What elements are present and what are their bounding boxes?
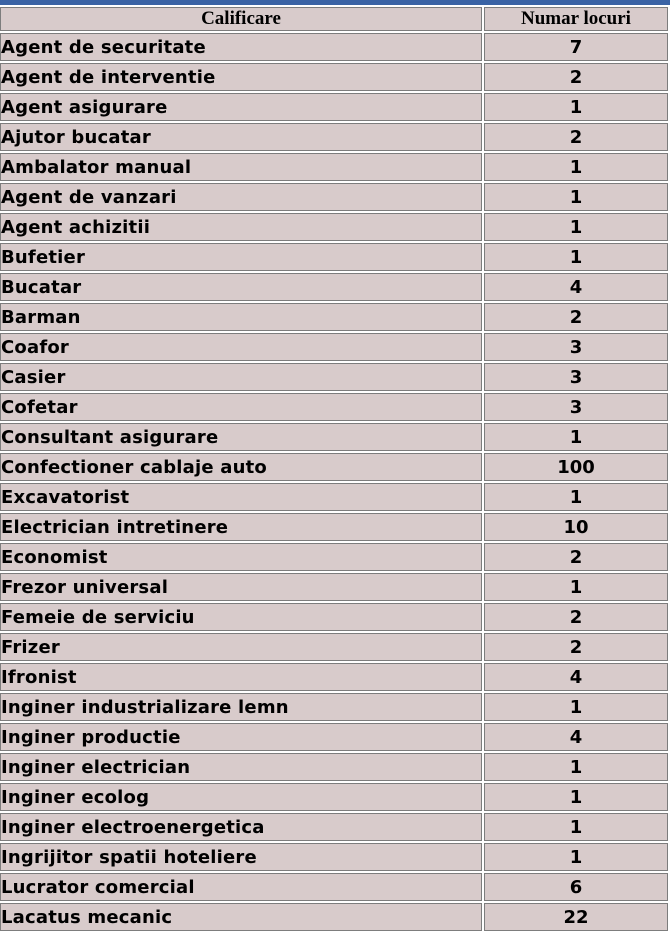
qualification-cell: Inginer industrializare lemn	[0, 693, 482, 721]
table-row: Bucatar 4	[0, 273, 668, 301]
qualification-cell: Agent asigurare	[0, 93, 482, 121]
table-row: Confectioner cablaje auto 100	[0, 453, 668, 481]
jobs-table-body: Agent de securitate 7 Agent de intervent…	[0, 33, 668, 931]
table-row: Agent de interventie 2	[0, 63, 668, 91]
qualification-cell: Confectioner cablaje auto	[0, 453, 482, 481]
count-cell: 1	[484, 153, 668, 181]
table-row: Femeie de serviciu 2	[0, 603, 668, 631]
qualification-cell: Economist	[0, 543, 482, 571]
qualification-cell: Frizer	[0, 633, 482, 661]
qualification-cell: Agent de interventie	[0, 63, 482, 91]
table-row: Agent asigurare 1	[0, 93, 668, 121]
count-cell: 2	[484, 123, 668, 151]
table-row: Inginer electrician 1	[0, 753, 668, 781]
table-row: Inginer ecolog 1	[0, 783, 668, 811]
count-cell: 2	[484, 633, 668, 661]
count-cell: 1	[484, 243, 668, 271]
table-row: Inginer electroenergetica 1	[0, 813, 668, 841]
top-accent-bar	[0, 0, 670, 5]
jobs-table: Calificare Numar locuri Agent de securit…	[0, 5, 670, 933]
qualification-cell: Inginer electroenergetica	[0, 813, 482, 841]
qualification-cell: Inginer electrician	[0, 753, 482, 781]
count-cell: 1	[484, 183, 668, 211]
count-cell: 4	[484, 663, 668, 691]
qualification-cell: Agent achizitii	[0, 213, 482, 241]
count-cell: 2	[484, 543, 668, 571]
qualification-cell: Casier	[0, 363, 482, 391]
qualification-cell: Lucrator comercial	[0, 873, 482, 901]
table-row: Bufetier 1	[0, 243, 668, 271]
column-header-numar-locuri: Numar locuri	[484, 7, 668, 31]
count-cell: 10	[484, 513, 668, 541]
table-row: Casier 3	[0, 363, 668, 391]
count-cell: 1	[484, 483, 668, 511]
table-row: Coafor 3	[0, 333, 668, 361]
qualification-cell: Consultant asigurare	[0, 423, 482, 451]
count-cell: 1	[484, 813, 668, 841]
count-cell: 1	[484, 213, 668, 241]
qualification-cell: Electrician intretinere	[0, 513, 482, 541]
qualification-cell: Inginer productie	[0, 723, 482, 751]
count-cell: 2	[484, 303, 668, 331]
count-cell: 1	[484, 423, 668, 451]
count-cell: 2	[484, 603, 668, 631]
qualification-cell: Barman	[0, 303, 482, 331]
qualification-cell: Frezor universal	[0, 573, 482, 601]
table-row: Ingrijitor spatii hoteliere 1	[0, 843, 668, 871]
qualification-cell: Cofetar	[0, 393, 482, 421]
count-cell: 1	[484, 93, 668, 121]
qualification-cell: Lacatus mecanic	[0, 903, 482, 931]
qualification-cell: Inginer ecolog	[0, 783, 482, 811]
count-cell: 2	[484, 63, 668, 91]
qualification-cell: Agent de vanzari	[0, 183, 482, 211]
qualification-cell: Ifronist	[0, 663, 482, 691]
qualification-cell: Coafor	[0, 333, 482, 361]
count-cell: 100	[484, 453, 668, 481]
table-row: Agent de securitate 7	[0, 33, 668, 61]
qualification-cell: Bufetier	[0, 243, 482, 271]
qualification-cell: Femeie de serviciu	[0, 603, 482, 631]
table-row: Agent achizitii 1	[0, 213, 668, 241]
table-row: Electrician intretinere 10	[0, 513, 668, 541]
table-row: Economist 2	[0, 543, 668, 571]
count-cell: 22	[484, 903, 668, 931]
count-cell: 3	[484, 363, 668, 391]
column-header-calificare: Calificare	[0, 7, 482, 31]
table-row: Ambalator manual 1	[0, 153, 668, 181]
table-row: Cofetar 3	[0, 393, 668, 421]
qualification-cell: Ingrijitor spatii hoteliere	[0, 843, 482, 871]
table-row: Inginer industrializare lemn 1	[0, 693, 668, 721]
count-cell: 4	[484, 273, 668, 301]
count-cell: 3	[484, 393, 668, 421]
table-row: Agent de vanzari 1	[0, 183, 668, 211]
table-row: Barman 2	[0, 303, 668, 331]
table-row: Excavatorist 1	[0, 483, 668, 511]
qualification-cell: Agent de securitate	[0, 33, 482, 61]
table-row: Ajutor bucatar 2	[0, 123, 668, 151]
header-row: Calificare Numar locuri	[0, 7, 668, 31]
count-cell: 1	[484, 693, 668, 721]
qualification-cell: Ambalator manual	[0, 153, 482, 181]
table-row: Ifronist 4	[0, 663, 668, 691]
qualification-cell: Bucatar	[0, 273, 482, 301]
table-row: Lucrator comercial 6	[0, 873, 668, 901]
count-cell: 1	[484, 573, 668, 601]
table-row: Frezor universal 1	[0, 573, 668, 601]
count-cell: 3	[484, 333, 668, 361]
table-row: Frizer 2	[0, 633, 668, 661]
count-cell: 1	[484, 753, 668, 781]
count-cell: 4	[484, 723, 668, 751]
count-cell: 7	[484, 33, 668, 61]
table-row: Inginer productie 4	[0, 723, 668, 751]
count-cell: 1	[484, 783, 668, 811]
table-row: Lacatus mecanic 22	[0, 903, 668, 931]
count-cell: 6	[484, 873, 668, 901]
qualification-cell: Excavatorist	[0, 483, 482, 511]
table-row: Consultant asigurare 1	[0, 423, 668, 451]
qualification-cell: Ajutor bucatar	[0, 123, 482, 151]
count-cell: 1	[484, 843, 668, 871]
